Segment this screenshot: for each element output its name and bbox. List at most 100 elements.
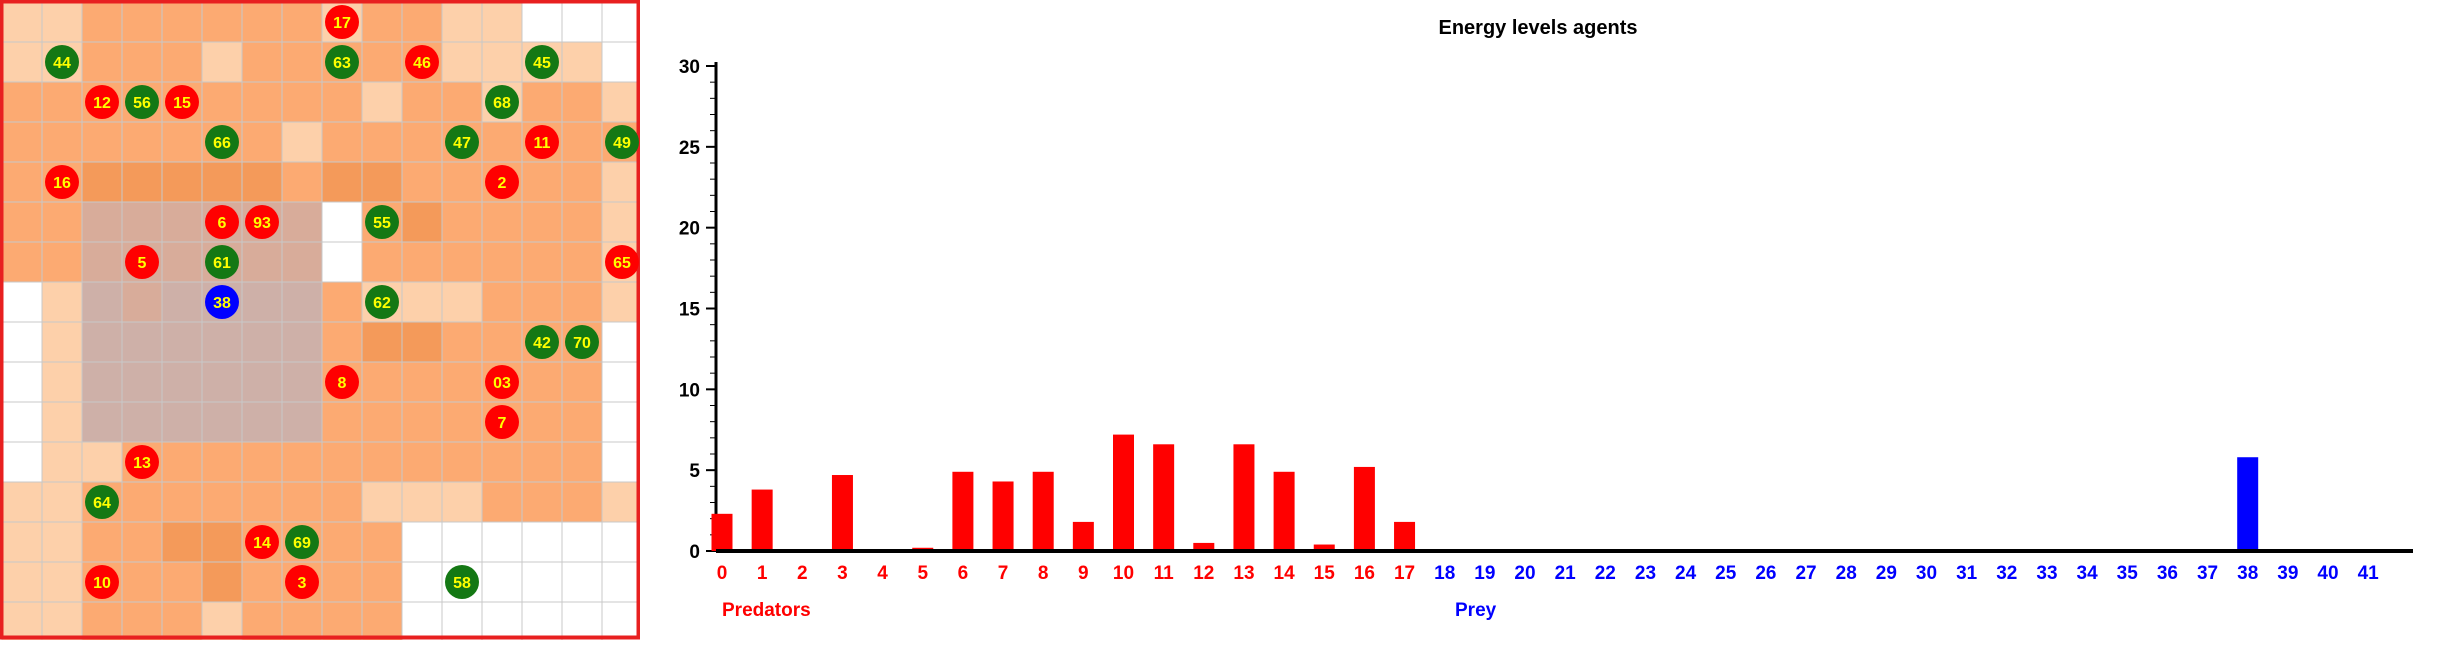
grid-cell [521, 201, 563, 243]
agent-predator[interactable]: 14 [245, 525, 279, 559]
grid-cell [601, 601, 643, 643]
agent-predator[interactable]: 11 [525, 125, 559, 159]
agent-prey[interactable]: 64 [85, 485, 119, 519]
agent-prey[interactable]: 61 [205, 245, 239, 279]
grid-cell [81, 601, 123, 643]
agent-prey[interactable]: 66 [205, 125, 239, 159]
agent-id-label: 64 [93, 495, 111, 512]
agent-predator[interactable]: 46 [405, 45, 439, 79]
agent-prey[interactable]: 49 [605, 125, 639, 159]
agent-marker [605, 125, 639, 159]
grid-cell [281, 481, 323, 523]
grid-border [0, 0, 641, 640]
agent-predator[interactable]: 7 [485, 405, 519, 439]
agent-id-label: 68 [493, 95, 511, 112]
grid-cell [201, 441, 243, 483]
grid-cell [241, 41, 283, 83]
agent-predator[interactable]: 17 [325, 5, 359, 39]
grid-cell [161, 441, 203, 483]
agent-prey[interactable]: 62 [365, 285, 399, 319]
grid-cell [601, 1, 643, 43]
x-tick-label: 21 [1555, 563, 1577, 584]
grid-cell [1, 201, 43, 243]
agent-prey[interactable]: 63 [325, 45, 359, 79]
grid-cell [361, 41, 403, 83]
grid-cell [401, 441, 443, 483]
grid-cell [481, 441, 523, 483]
agent-predator[interactable]: 3 [285, 565, 319, 599]
agent-prey[interactable]: 58 [445, 565, 479, 599]
grid-cell [1, 401, 43, 443]
agent-marker [85, 85, 119, 119]
agent-predator[interactable]: 65 [605, 245, 639, 279]
agent-predator[interactable]: 5 [125, 245, 159, 279]
grid-cell [1, 321, 43, 363]
grid-cell [81, 121, 123, 163]
grid-cell [401, 121, 443, 163]
agent-prey[interactable]: 44 [45, 45, 79, 79]
x-tick-label: 13 [1233, 563, 1254, 584]
x-tick-label: 39 [2277, 563, 2298, 584]
agent-predator[interactable]: 93 [245, 205, 279, 239]
grid-cell [81, 401, 123, 443]
grid-cell [321, 521, 363, 563]
agent-predator[interactable]: 03 [485, 365, 519, 399]
agent-predator[interactable]: 8 [325, 365, 359, 399]
agent-highlight[interactable]: 38 [205, 285, 239, 319]
grid-cell [561, 41, 603, 83]
grid-cell [401, 481, 443, 523]
bar [711, 513, 733, 551]
agent-prey[interactable]: 42 [525, 325, 559, 359]
bar [831, 475, 853, 551]
grid-cell [321, 561, 363, 603]
agent-predator[interactable]: 10 [85, 565, 119, 599]
agent-marker [605, 245, 639, 279]
grid-cell [601, 441, 643, 483]
agent-prey[interactable]: 56 [125, 85, 159, 119]
agent-predator[interactable]: 15 [165, 85, 199, 119]
agent-marker [245, 525, 279, 559]
agent-prey[interactable]: 47 [445, 125, 479, 159]
agent-id-label: 56 [133, 95, 151, 112]
x-tick-label: 30 [1916, 563, 1937, 584]
grid-cell [241, 481, 283, 523]
grid-cell [601, 281, 643, 323]
x-tick-label: 36 [2157, 563, 2178, 584]
grid-cell [601, 521, 643, 563]
agent-predator[interactable]: 16 [45, 165, 79, 199]
agent-id-label: 14 [253, 535, 271, 552]
agent-marker [485, 85, 519, 119]
grid-cell [521, 281, 563, 323]
grid-cell [41, 241, 83, 283]
grid-cell [401, 321, 443, 363]
agent-marker [525, 125, 559, 159]
agent-id-label: 38 [213, 295, 231, 312]
agent-predator[interactable]: 2 [485, 165, 519, 199]
grid-cell [121, 521, 163, 563]
grid-cell [1, 561, 43, 603]
grid-cell [161, 401, 203, 443]
grid-cell [241, 441, 283, 483]
x-tick-label: 40 [2317, 563, 2338, 584]
agent-prey[interactable]: 45 [525, 45, 559, 79]
grid-cell [41, 201, 83, 243]
x-tick-label: 0 [717, 563, 728, 584]
agent-prey[interactable]: 70 [565, 325, 599, 359]
agent-prey[interactable]: 55 [365, 205, 399, 239]
grid-cell [161, 121, 203, 163]
grid-cell [561, 121, 603, 163]
agent-prey[interactable]: 68 [485, 85, 519, 119]
grid-cell [561, 401, 603, 443]
agent-predator[interactable]: 12 [85, 85, 119, 119]
agent-id-label: 66 [213, 135, 231, 152]
agent-predator[interactable]: 6 [205, 205, 239, 239]
agent-predator[interactable]: 13 [125, 445, 159, 479]
agent-id-label: 42 [533, 335, 551, 352]
grid-cell [121, 321, 163, 363]
grid-cell [81, 201, 123, 243]
grid-cell [561, 481, 603, 523]
agent-prey[interactable]: 69 [285, 525, 319, 559]
agent-marker [85, 485, 119, 519]
grid-cell [601, 321, 643, 363]
x-tick-label: 17 [1394, 563, 1415, 584]
